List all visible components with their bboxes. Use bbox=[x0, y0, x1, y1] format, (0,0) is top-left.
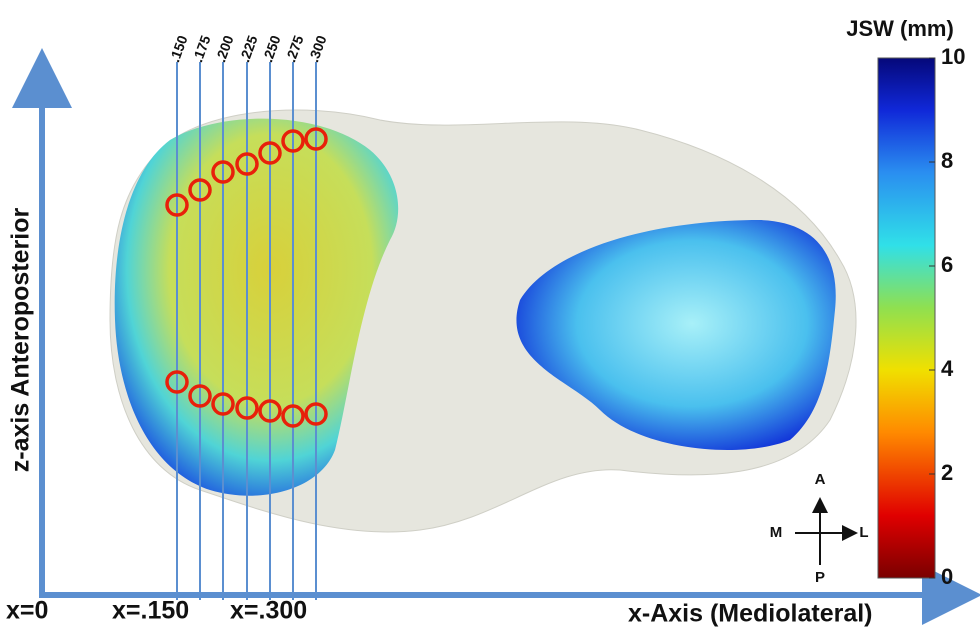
compass: A P M L bbox=[770, 471, 869, 586]
compass-label: P bbox=[815, 569, 825, 586]
slice-label: .275 bbox=[282, 33, 306, 64]
slice-label: .250 bbox=[259, 33, 283, 64]
colorbar-tick-label: 4 bbox=[941, 356, 954, 381]
compass-label: A bbox=[815, 471, 826, 488]
compass-label: M bbox=[770, 524, 783, 541]
colorbar bbox=[878, 58, 935, 578]
colorbar-title: JSW (mm) bbox=[846, 16, 954, 41]
slice-label: .175 bbox=[189, 33, 213, 64]
figure: z-axis Anteroposterior x-Axis (Mediolate… bbox=[0, 0, 980, 635]
colorbar-tick-label: 2 bbox=[941, 460, 953, 485]
x-axis-label: x-Axis (Mediolateral) bbox=[628, 600, 873, 628]
z-axis-label: z-axis Anteroposterior bbox=[7, 208, 35, 473]
colorbar-tick-label: 10 bbox=[941, 44, 965, 69]
x-marker: x=.150 bbox=[112, 597, 189, 625]
x-marker: x=.300 bbox=[230, 597, 307, 625]
x-marker: x=0 bbox=[6, 597, 48, 625]
slice-label: .225 bbox=[236, 33, 260, 64]
slice-label: .200 bbox=[212, 33, 236, 64]
colorbar-tick-label: 8 bbox=[941, 148, 953, 173]
slice-label: .300 bbox=[305, 33, 329, 64]
slice-label: .150 bbox=[166, 33, 190, 64]
colorbar-tick-label: 6 bbox=[941, 252, 953, 277]
colorbar-tick-label: 0 bbox=[941, 564, 953, 589]
compass-label: L bbox=[859, 524, 868, 541]
